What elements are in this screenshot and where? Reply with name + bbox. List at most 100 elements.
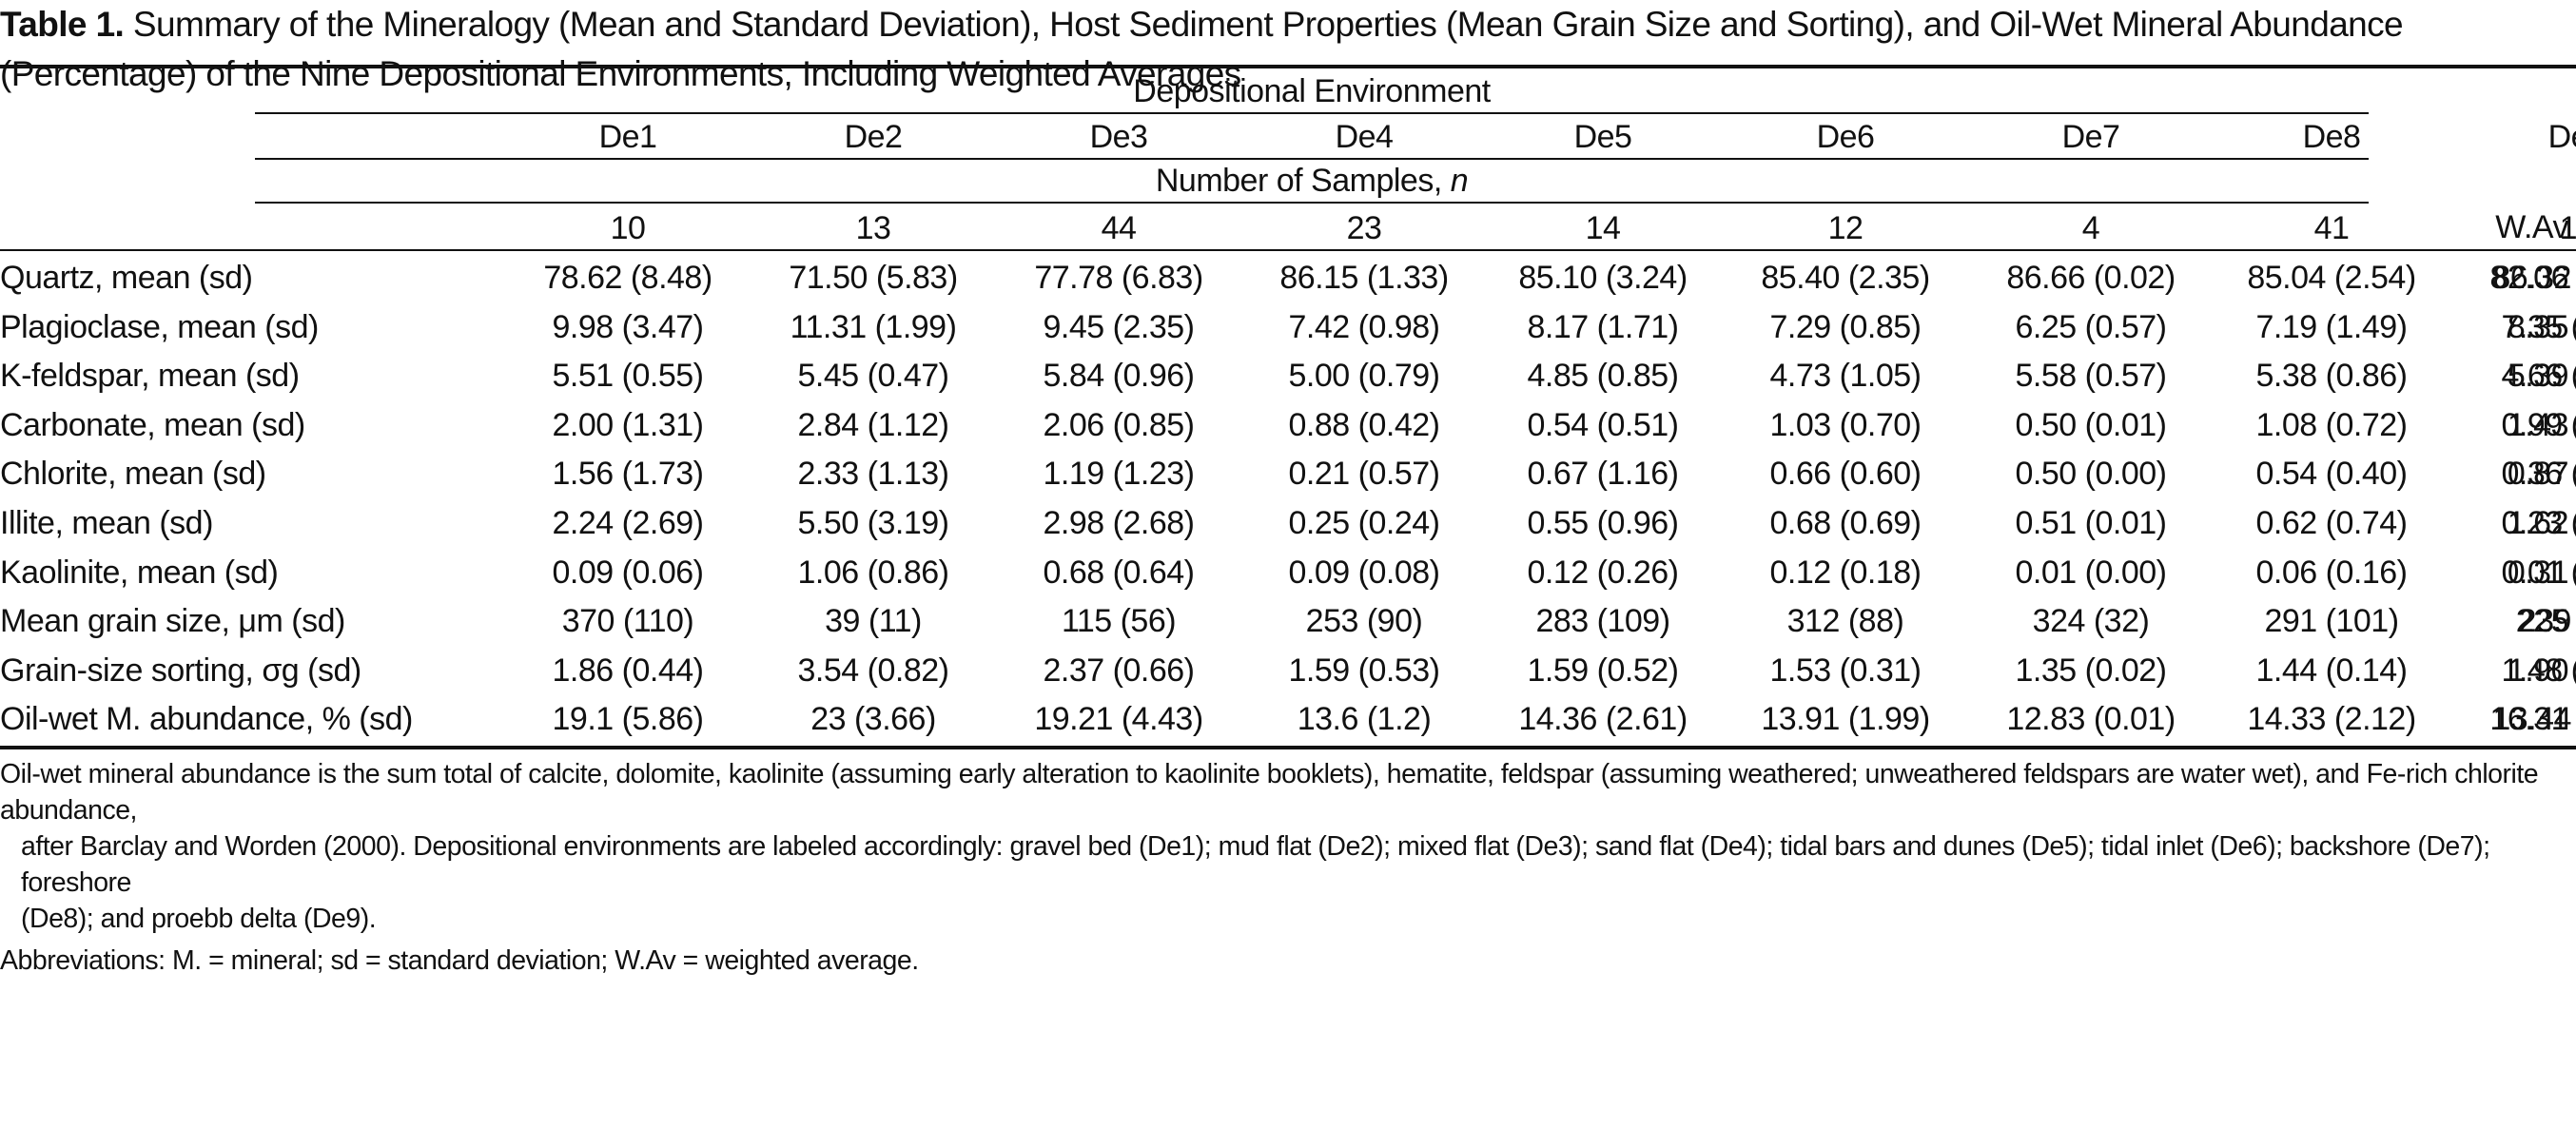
- table-cell: 1.06 (0.86): [797, 554, 949, 591]
- row-label: Illite, mean (sd): [0, 505, 213, 541]
- table-cell: 9.45 (2.35): [1043, 308, 1195, 345]
- table-cell: 0.66 (0.60): [1769, 456, 1922, 493]
- table-cell: 312 (88): [1786, 603, 1904, 640]
- table-cell: 253 (90): [1305, 603, 1423, 640]
- table-cell: 0.01 (0.00): [2501, 554, 2576, 591]
- environment-header: De9: [2547, 119, 2576, 155]
- table-cell: 283 (109): [1535, 603, 1670, 640]
- table-cell: 2.98 (2.68): [1043, 505, 1195, 541]
- row-label: Mean grain size, μm (sd): [0, 603, 345, 640]
- weighted-average-cell: 0.87: [2507, 456, 2569, 493]
- sample-count: 14: [1585, 210, 1621, 246]
- table-cell: 2.00 (1.31): [552, 406, 704, 443]
- table-cell: 5.50 (3.19): [797, 505, 949, 541]
- footnote-line: Oil-wet mineral abundance is the sum tot…: [0, 759, 2539, 826]
- table-cell: 1.56 (1.73): [552, 456, 704, 493]
- row-label: Grain-size sorting, σg (sd): [0, 652, 361, 689]
- table-cell: 1.03 (0.70): [1769, 406, 1922, 443]
- table-cell: 0.54 (0.51): [1527, 406, 1679, 443]
- table-cell: 7.29 (0.85): [1769, 308, 1922, 345]
- table-cell: 0.50 (0.00): [2015, 456, 2167, 493]
- environment-header: De4: [1335, 119, 1394, 155]
- sample-count: 12: [1827, 210, 1864, 246]
- sample-count: 10: [610, 210, 646, 246]
- table-cell: 71.50 (5.83): [789, 260, 958, 296]
- table-cell: 0.67 (1.16): [1527, 456, 1679, 493]
- environment-header: De8: [2302, 119, 2361, 155]
- table-caption-label: Table 1.: [0, 5, 125, 44]
- table-bottom-rule: [0, 746, 2576, 749]
- weighted-average-cell: 0.31: [2507, 554, 2569, 591]
- weighted-average-cell: 16.31: [2489, 701, 2568, 738]
- table-cell: 85.04 (2.54): [2247, 260, 2416, 296]
- table-cell: 86.15 (1.33): [1279, 260, 1449, 296]
- table-cell: 1.19 (1.23): [1043, 456, 1195, 493]
- table-cell: 1.44 (0.14): [2255, 652, 2408, 689]
- table-cell: 0.01 (0.00): [2015, 554, 2167, 591]
- row-label: K-feldspar, mean (sd): [0, 358, 300, 395]
- table-cell: 0.23 (0.27): [2501, 505, 2576, 541]
- table-cell: 23 (3.66): [810, 701, 936, 738]
- table-cell: 13.44 (0.71): [2492, 701, 2576, 738]
- table-cell: 2.84 (1.12): [797, 406, 949, 443]
- table-cell: 7.35 (0.80): [2501, 308, 2576, 345]
- environment-header: De7: [2061, 119, 2120, 155]
- table-cell: 0.25 (0.24): [1288, 505, 1440, 541]
- table-cell: 239 (84): [2518, 603, 2576, 640]
- table-cell: 85.40 (2.35): [1761, 260, 1930, 296]
- table-cell: 1.48 (0.34): [2501, 652, 2576, 689]
- row-label: Kaolinite, mean (sd): [0, 554, 279, 591]
- table-cell: 77.78 (6.83): [1034, 260, 1203, 296]
- weighted-average-cell: 82.06: [2489, 260, 2568, 296]
- abbreviations-note: Abbreviations: M. = mineral; sd = standa…: [0, 945, 919, 976]
- row-label: Oil-wet M. abundance, % (sd): [0, 701, 413, 738]
- table-cell: 1.08 (0.72): [2255, 406, 2408, 443]
- row-label: Plagioclase, mean (sd): [0, 308, 319, 345]
- table-cell: 19.21 (4.43): [1034, 701, 1203, 738]
- footnote-line: after Barclay and Worden (2000). Deposit…: [21, 831, 2490, 898]
- table-cell: 0.88 (0.42): [1288, 406, 1440, 443]
- table-cell: 0.55 (0.96): [1527, 505, 1679, 541]
- table-top-rule: [0, 65, 2576, 68]
- table-cell: 14.33 (2.12): [2247, 701, 2416, 738]
- weighted-average-cell: 1.62: [2507, 505, 2569, 541]
- table-cell: 0.99 (0.09): [2501, 406, 2576, 443]
- row-label: Carbonate, mean (sd): [0, 406, 305, 443]
- table-cell: 86.32 (0.79): [2492, 260, 2576, 296]
- table-cell: 0.21 (0.57): [1288, 456, 1440, 493]
- environment-header: De1: [598, 119, 657, 155]
- table-cell: 6.25 (0.57): [2015, 308, 2167, 345]
- table-cell: 78.62 (8.48): [543, 260, 712, 296]
- table-cell: 1.59 (0.52): [1527, 652, 1679, 689]
- table-cell: 4.66 (0.72): [2501, 358, 2576, 395]
- table-cell: 86.66 (0.02): [2006, 260, 2176, 296]
- table-cell: 13.6 (1.2): [1297, 701, 1432, 738]
- table-cell: 1.35 (0.02): [2015, 652, 2167, 689]
- table-cell: 5.58 (0.57): [2015, 358, 2167, 395]
- table-cell: 0.06 (0.16): [2255, 554, 2408, 591]
- table-cell: 4.85 (0.85): [1527, 358, 1679, 395]
- table-cell: 19.1 (5.86): [552, 701, 704, 738]
- sample-count: 23: [1346, 210, 1382, 246]
- table-cell: 0.12 (0.18): [1769, 554, 1922, 591]
- table-cell: 0.09 (0.08): [1288, 554, 1440, 591]
- table-cell: 5.84 (0.96): [1043, 358, 1195, 395]
- table-caption-text: Summary of the Mineralogy (Mean and Stan…: [0, 5, 2404, 93]
- table-cell: 8.17 (1.71): [1527, 308, 1679, 345]
- table-cell: 14.36 (2.61): [1518, 701, 1688, 738]
- table-caption: Table 1. Summary of the Mineralogy (Mean…: [0, 0, 2576, 99]
- sample-count: 13: [855, 210, 891, 246]
- table-cell: 1.53 (0.31): [1769, 652, 1922, 689]
- environment-columns-rule: [255, 158, 2369, 160]
- table-cell: 12.83 (0.01): [2006, 701, 2176, 738]
- weighted-average-heading: W.Av: [2495, 209, 2568, 245]
- table-cell: 39 (11): [825, 603, 922, 640]
- table-cell: 370 (110): [561, 603, 694, 640]
- table-cell: 5.45 (0.47): [797, 358, 949, 395]
- table-cell: 2.33 (1.13): [797, 456, 949, 493]
- weighted-average-cell: 1.43: [2507, 406, 2569, 443]
- samples-group-rule: [255, 202, 2369, 204]
- table-cell: 2.37 (0.66): [1043, 652, 1195, 689]
- table-cell: 0.51 (0.01): [2015, 505, 2167, 541]
- environment-header: De3: [1089, 119, 1148, 155]
